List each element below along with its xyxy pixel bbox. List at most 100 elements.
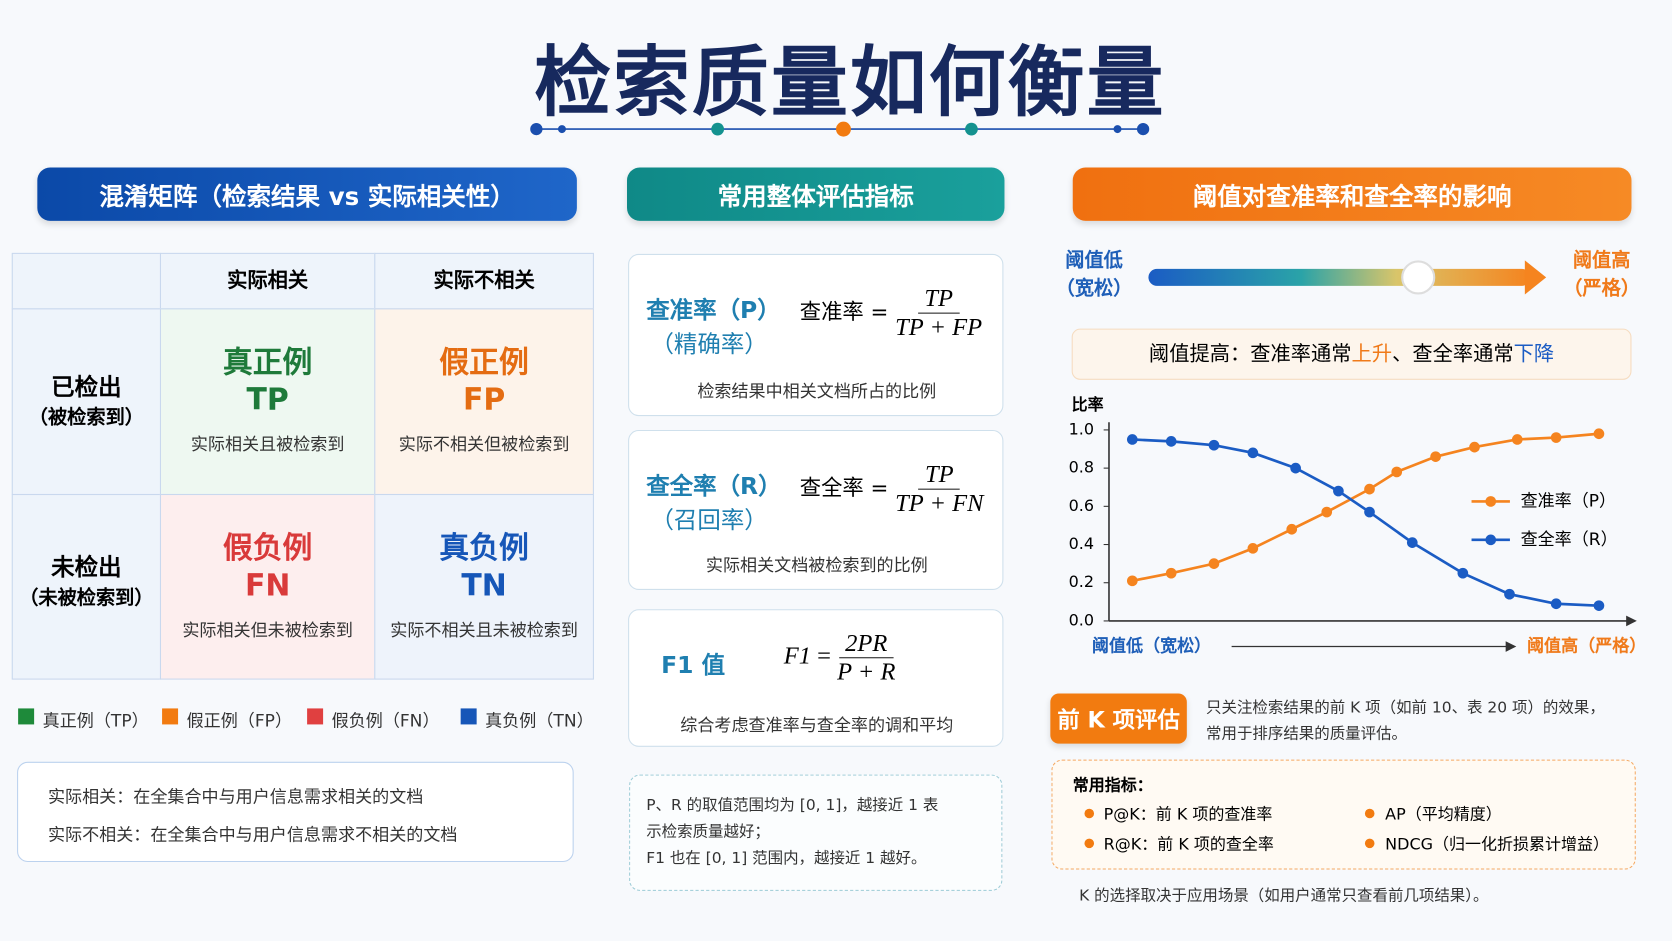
legend-label: 查全率（R）: [1521, 530, 1618, 550]
data-point: [1126, 575, 1138, 587]
topk-box: 常用指标： P@K：前 K 项的查准率 R@K：前 K 项的查全率 AP（平均精…: [1051, 759, 1636, 870]
data-point: [1550, 432, 1562, 443]
column-header: 实际不相关: [374, 252, 594, 310]
notes-box: 实际相关：在全集合中与用户信息需求相关的文档 实际不相关：在全集合中与用户信息需…: [17, 761, 574, 863]
legend-label: 假正例（FP）: [186, 710, 293, 731]
slider-high-label: 阈值高: [1572, 249, 1631, 273]
y-tick-label: 0.6: [1069, 496, 1094, 515]
data-point: [1469, 441, 1480, 453]
metric-name: 查准率（P）: [646, 297, 781, 325]
x-end-label: 阈值高（严格）: [1527, 636, 1646, 657]
data-point: [1247, 543, 1259, 554]
cell-abbr: FP: [462, 381, 506, 418]
topk-footer: K 的选择取决于应用场景（如用户通常只查看前几项结果）。: [1079, 887, 1489, 905]
numerator: 2PR: [838, 629, 894, 659]
callout-down: 下降: [1513, 342, 1555, 366]
data-point: [1290, 462, 1301, 474]
formula: F1 = 2PR P + R: [784, 629, 896, 686]
y-tick-label: 0.8: [1069, 458, 1094, 477]
data-point: [1504, 588, 1515, 600]
topk-item: AP（平均精度）: [1385, 804, 1502, 824]
section-header: 混淆矩阵（检索结果 vs 实际相关性）: [37, 167, 577, 221]
note: 实际相关：在全集合中与用户信息需求相关的文档: [47, 786, 424, 807]
legend-label: 查准率（P）: [1521, 491, 1616, 511]
metric-name: F1 值: [661, 652, 726, 680]
title-divider: [530, 121, 1150, 137]
data-point: [1511, 434, 1523, 445]
section-header: 阈值对查准率和查全率的影响: [1072, 167, 1632, 221]
metric-card: 查准率（P） （精确率） 查准率 = TP TP + FP 检索结果中相关文档所占…: [628, 253, 1004, 417]
note: 实际不相关：在全集合中与用户信息需求不相关的文档: [47, 824, 458, 845]
data-point: [1165, 567, 1177, 579]
x-direction-arrow: [1231, 641, 1517, 652]
note-line: 示检索质量越好；: [646, 823, 770, 841]
data-point: [1364, 483, 1375, 495]
data-point: [1126, 434, 1138, 445]
callout-up: 上升: [1351, 342, 1393, 366]
page-title: 检索质量如何衡量: [534, 37, 1166, 127]
series-line: [1132, 438, 1599, 607]
y-tick-label: 0.2: [1069, 572, 1094, 591]
cell-abbr: TN: [461, 567, 507, 603]
data-point: [1364, 506, 1375, 518]
data-point: [1391, 466, 1403, 478]
row-header: 已检出 （被检索到）: [11, 308, 162, 496]
bullet: [1364, 838, 1375, 849]
fraction: TP TP + FP: [895, 285, 982, 342]
cell-desc: 实际不相关且未被检索到: [390, 619, 578, 641]
formula: 查全率 = TP TP + FN: [800, 461, 984, 518]
metric-alias: （召回率）: [650, 507, 768, 535]
data-point: [1550, 598, 1562, 610]
row-header: 未检出 （未被检索到）: [11, 493, 162, 680]
cell-abbr: TP: [246, 381, 289, 418]
cell-name: 真负例: [439, 530, 529, 566]
matrix-cell: 真正例 TP 实际相关且被检索到: [159, 308, 376, 496]
metric-desc: 检索结果中相关文档所占的比例: [697, 380, 937, 402]
y-tick-label: 1.0: [1069, 419, 1094, 438]
data-point: [1593, 428, 1605, 440]
row-label: 已检出: [51, 374, 122, 402]
legend-label: 真正例（TP）: [42, 710, 149, 731]
cell-abbr: FN: [244, 567, 291, 603]
topk-item: P@K：前 K 项的查准率: [1103, 804, 1273, 824]
row-sub: （未被检索到）: [19, 586, 154, 610]
fraction: 2PR P + R: [837, 629, 895, 686]
x-axis-arrow: [1626, 615, 1637, 627]
bullet: [1084, 808, 1095, 819]
column-header: 实际相关: [159, 252, 376, 310]
slider-low-label: 阈值低: [1065, 249, 1123, 273]
topk-badge: 前 K 项评估: [1050, 693, 1187, 744]
legend-swatch: [162, 708, 179, 725]
metric-name: 查全率（R）: [646, 473, 782, 501]
cell-desc: 实际相关且被检索到: [190, 434, 345, 455]
data-point: [1406, 537, 1418, 548]
denominator: TP + FP: [895, 313, 983, 341]
note-line: P、R 的取值范围均为 [0, 1]，越接近 1 表: [646, 796, 939, 815]
y-tick-label: 0.4: [1069, 534, 1094, 553]
matrix-cell: 真负例 TN 实际不相关且未被检索到: [374, 493, 594, 680]
topk-item: R@K：前 K 项的查全率: [1103, 834, 1274, 854]
metric-card: 查全率（R） （召回率） 查全率 = TP TP + FN 实际相关文档被检索到的…: [628, 429, 1004, 590]
data-point: [1208, 558, 1220, 569]
bullet: [1084, 838, 1095, 849]
data-point: [1247, 447, 1259, 459]
data-point: [1165, 436, 1177, 447]
cell-desc: 实际相关但未被检索到: [182, 619, 353, 641]
slider-low-sub: （宽松）: [1055, 277, 1133, 300]
y-axis-label: 比率: [1072, 395, 1104, 414]
cell-name: 真正例: [222, 344, 313, 380]
section-header: 常用整体评估指标: [627, 167, 1005, 221]
data-point: [1333, 485, 1344, 497]
formula-lhs: 查准率: [799, 298, 864, 325]
formula: 查准率 = TP TP + FP: [800, 285, 982, 342]
matrix-cell: 假负例 FN 实际相关但未被检索到: [159, 493, 376, 680]
x-start-label: 阈值低（宽松）: [1092, 636, 1211, 657]
callout-text: 阈值提高：查准率通常: [1148, 342, 1352, 366]
formula-lhs: F1: [783, 642, 812, 669]
row-label: 未检出: [51, 554, 122, 582]
slider-high-sub: （严格）: [1563, 277, 1641, 300]
